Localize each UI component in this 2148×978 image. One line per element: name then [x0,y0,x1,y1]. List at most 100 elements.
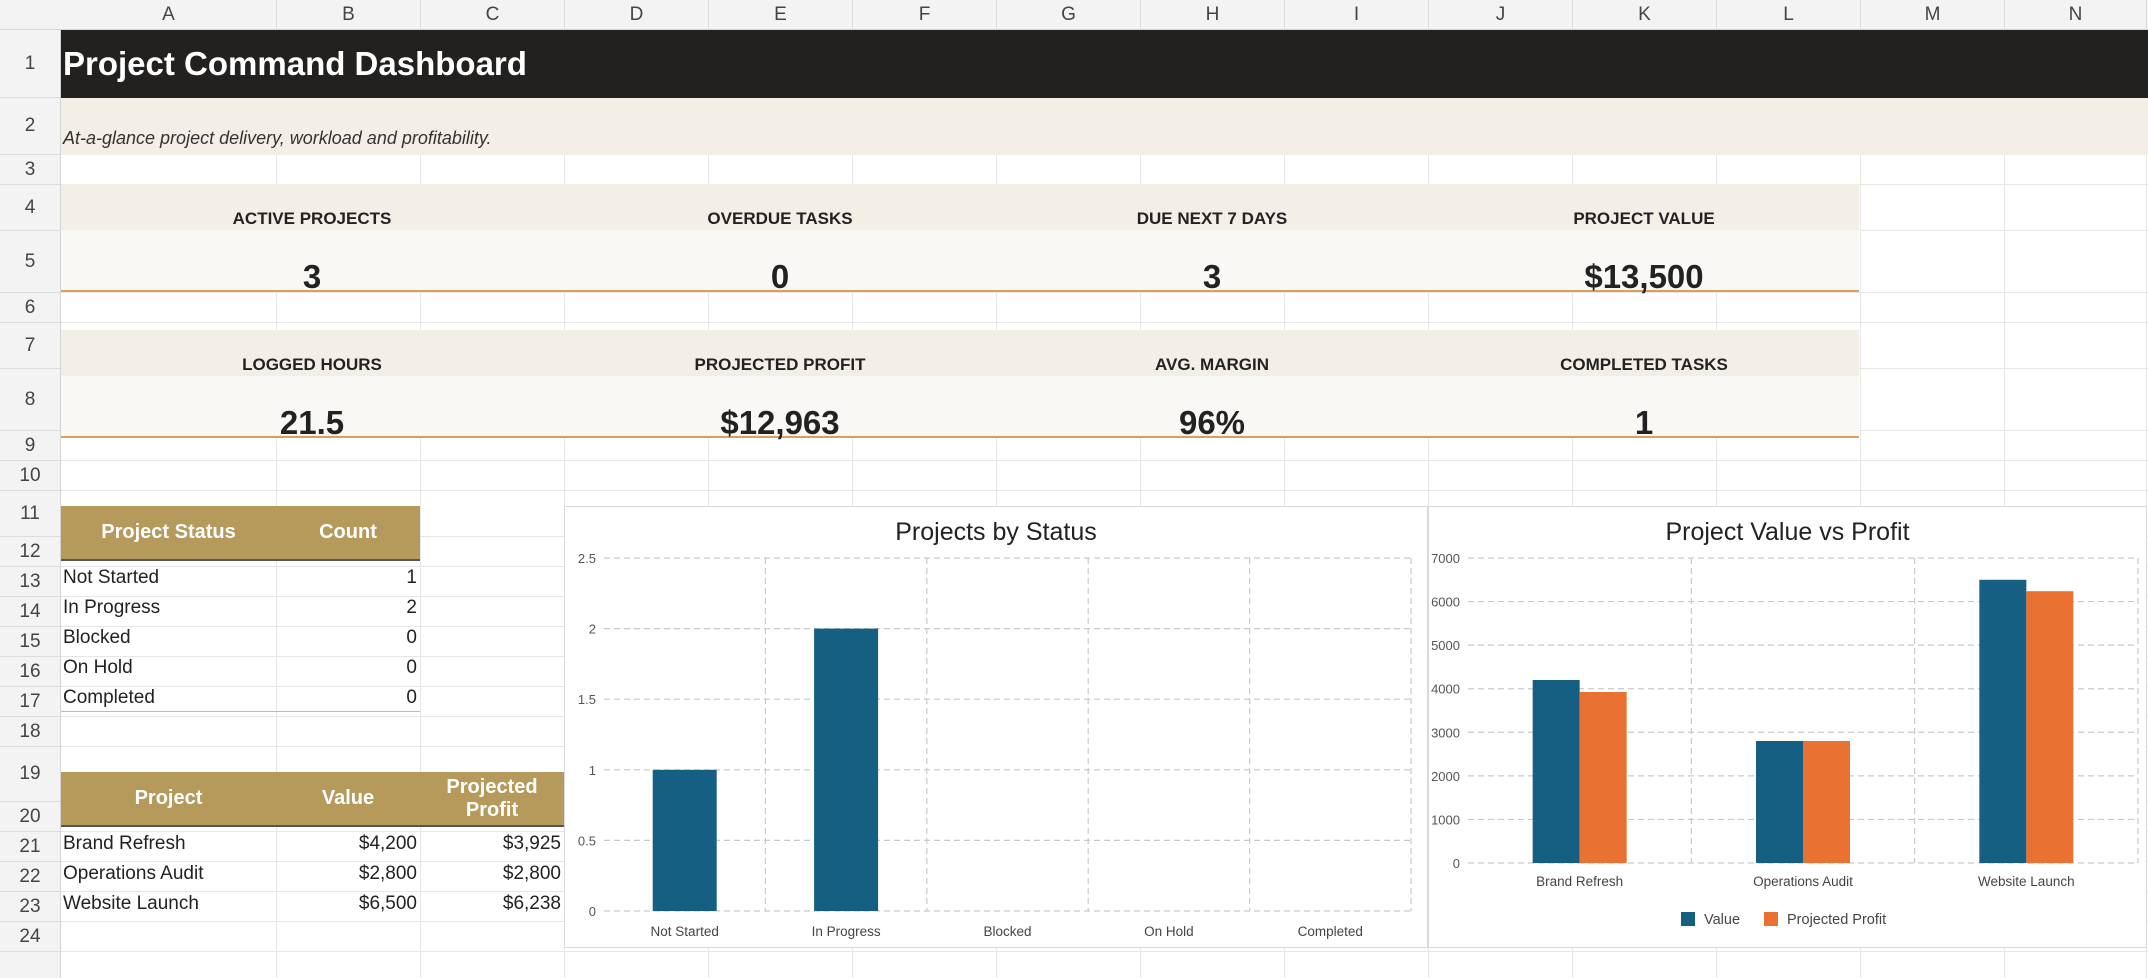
kpi-label: PROJECT VALUE [1573,209,1715,228]
grid-vline [1860,30,1861,978]
kpi-value: $13,500 [1584,258,1704,295]
project-table-header-value: Value [276,772,420,827]
project-value: $6,500 [358,893,417,914]
kpi-label: AVG. MARGIN [1155,355,1269,374]
kpi-value: 3 [302,258,322,295]
y-tick-label: 0 [1453,856,1460,871]
row-header-22[interactable]: 22 [0,862,60,892]
status-count: 1 [406,567,417,588]
legend-label: Projected Profit [1787,912,1886,928]
project-table-header-project: Project [61,772,276,827]
row-header-4[interactable]: 4 [0,185,60,231]
x-category-label: On Hold [1144,924,1194,939]
status-name: In Progress [63,597,161,618]
y-tick-label: 1 [589,763,596,778]
column-header-n[interactable]: N [2005,0,2147,30]
status-name: Completed [63,687,155,708]
y-tick-label: 2000 [1431,769,1460,784]
project-value: $4,200 [358,833,417,854]
y-tick-label: 0 [589,904,596,919]
column-header-c[interactable]: C [421,0,565,30]
row-header-19[interactable]: 19 [0,747,60,802]
row-header-21[interactable]: 21 [0,832,60,862]
y-tick-label: 2 [589,622,596,637]
y-tick-label: 1000 [1431,812,1460,827]
column-header-h[interactable]: H [1141,0,1285,30]
row-header-23[interactable]: 23 [0,892,60,922]
project-name: Website Launch [63,893,199,914]
row-header-18[interactable]: 18 [0,717,60,747]
kpi-label: ACTIVE PROJECTS [232,209,392,228]
column-header-l[interactable]: L [1717,0,1861,30]
status-table-bottom-rule [61,711,420,712]
status-name: Not Started [63,567,160,588]
dashboard-title: Project Command Dashboard [63,45,527,82]
kpi-value: 0 [770,258,790,295]
title-band [61,30,2148,98]
row-header-10[interactable]: 10 [0,461,60,491]
column-header-e[interactable]: E [709,0,853,30]
row-header-17[interactable]: 17 [0,687,60,717]
row-header-5[interactable]: 5 [0,231,60,293]
y-tick-label: 1.5 [578,692,596,707]
y-tick-label: 2.5 [578,551,596,566]
row-header-16[interactable]: 16 [0,657,60,687]
grid-vline [996,30,997,978]
y-tick-label: 0.5 [578,833,596,848]
column-header-k[interactable]: K [1573,0,1717,30]
status-count: 2 [406,597,417,618]
chart-title: Project Value vs Profit [1665,518,1910,546]
y-tick-label: 6000 [1431,595,1460,610]
kpi-value: 21.5 [279,404,345,441]
status-count: 0 [406,657,417,678]
grid-vline [564,30,565,978]
grid-hline [61,322,2148,323]
row-header-8[interactable]: 8 [0,369,60,431]
row-header-3[interactable]: 3 [0,155,60,185]
column-header-b[interactable]: B [277,0,421,30]
column-header-d[interactable]: D [565,0,709,30]
column-header-a[interactable]: A [61,0,277,30]
project-name: Brand Refresh [63,833,186,854]
legend-swatch-value [1681,912,1695,926]
kpi-label: PROJECTED PROFIT [694,355,866,374]
column-header-g[interactable]: G [997,0,1141,30]
kpi-value-band [61,376,1859,438]
row-header-20[interactable]: 20 [0,802,60,832]
column-header-i[interactable]: I [1285,0,1429,30]
status-count: 0 [406,627,417,648]
chart-title: Projects by Status [895,518,1097,546]
row-header-15[interactable]: 15 [0,627,60,657]
row-header-1[interactable]: 1 [0,30,60,98]
project-profit: $6,238 [502,893,561,914]
status-table-header-status: Project Status [61,506,276,561]
column-header-j[interactable]: J [1429,0,1573,30]
row-header-13[interactable]: 13 [0,567,60,597]
y-tick-label: 3000 [1431,725,1460,740]
legend-swatch-projected-profit [1764,912,1778,926]
kpi-label: COMPLETED TASKS [1560,355,1728,374]
grid-vline [2004,30,2005,978]
status-count: 0 [406,687,417,708]
value-vs-profit-plot: 0 1000 2000 3000 4000 5000 6000 7000 Brand Refre… [1431,551,2139,928]
row-header-14[interactable]: 14 [0,597,60,627]
project-profit: $3,925 [502,833,561,854]
row-header-2[interactable]: 2 [0,98,60,155]
row-header-9[interactable]: 9 [0,431,60,461]
project-value: $2,800 [358,863,417,884]
bar-value [1532,680,1580,863]
row-header-12[interactable]: 12 [0,537,60,567]
column-header-m[interactable]: M [1861,0,2005,30]
row-header-11[interactable]: 11 [0,491,60,537]
row-header-7[interactable]: 7 [0,323,60,369]
project-table-header-profit: Projected Profit [420,772,564,827]
y-tick-label: 4000 [1431,682,1460,697]
row-header-6[interactable]: 6 [0,293,60,323]
bar-count [652,769,717,911]
row-header-24[interactable]: 24 [0,922,60,952]
x-category-label: Operations Audit [1753,874,1853,889]
status-name: On Hold [63,657,133,678]
column-header-f[interactable]: F [853,0,997,30]
grid-hline [61,460,2148,461]
